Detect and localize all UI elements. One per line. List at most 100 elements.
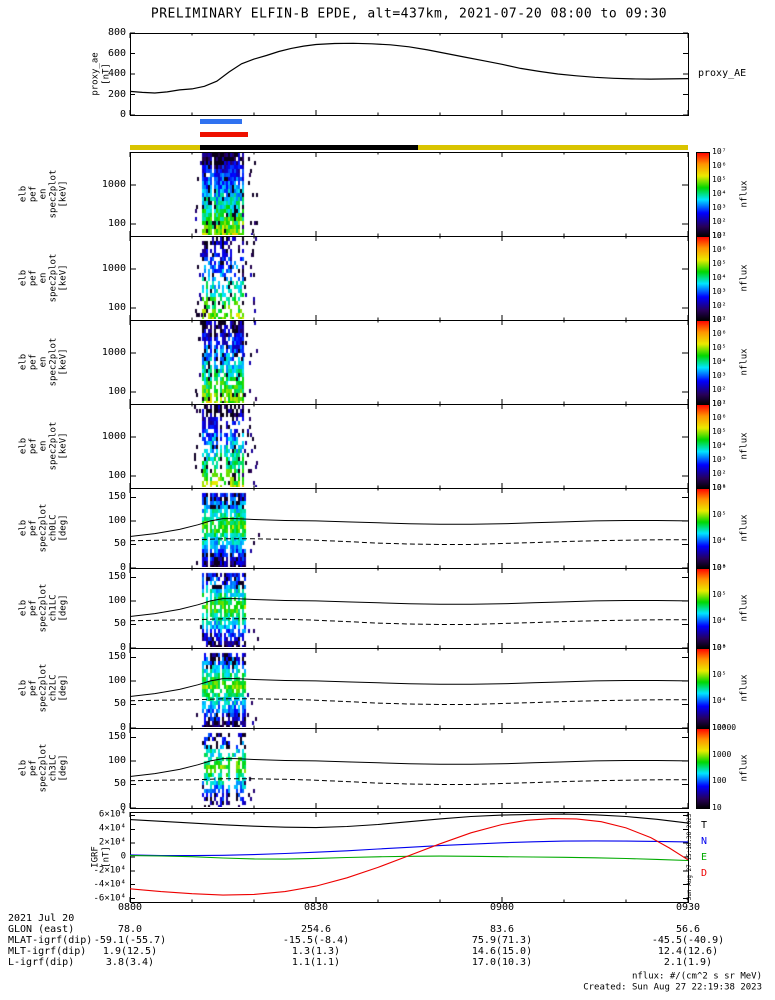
spec-ytick-label: 100 <box>107 302 126 314</box>
pitch-ylabel: spec2plot <box>38 503 49 553</box>
igrf-legend-N: N <box>701 836 708 847</box>
proxy-ytick-label: 800 <box>107 27 126 38</box>
pitch-ylabel: elb <box>18 759 29 777</box>
colorbar-canvas-energy-2 <box>696 236 709 320</box>
table-cell: 56.6 <box>675 924 701 935</box>
pitch-ylabel: [deg] <box>58 594 69 622</box>
x-axis-date-label: 2021 Jul 20 <box>8 913 75 924</box>
table-cell: -59.1(-55.7) <box>93 935 167 946</box>
spec-ylabel: elb <box>18 269 29 287</box>
pitch-ylabel: pef <box>28 679 39 697</box>
igrf-ytick-label: -4×10⁴ <box>93 879 126 890</box>
colorbar-axis-label: nflux <box>739 514 750 542</box>
igrf-ytick-label: 2×10⁴ <box>98 837 126 848</box>
pitch-ytick-label: 150 <box>107 491 126 503</box>
table-cell: 3.8(3.4) <box>105 957 155 968</box>
spec-ytick-label: 100 <box>107 470 126 482</box>
proxy-ytick-label: 400 <box>107 68 126 79</box>
colorbar-tick-label: 10⁵ <box>712 259 727 268</box>
colorbar-canvas-energy-1 <box>696 152 709 236</box>
igrf-legend-E: E <box>701 852 708 863</box>
igrf-ytick-label: 4×10⁴ <box>98 823 126 834</box>
pitch-ylabel: pef <box>28 599 39 617</box>
colorbar-tick-label: 10² <box>712 217 727 226</box>
proxy-ae-series-label: proxy_AE <box>698 68 747 79</box>
colorbar-tick-label: 10⁴ <box>712 696 727 706</box>
colorbar-tick-label: 10⁷ <box>712 231 727 240</box>
pitch-ytick-label: 50 <box>113 698 126 710</box>
table-cell: 1.9(12.5) <box>102 946 158 957</box>
colorbar-axis-label: nflux <box>739 264 750 292</box>
spec-ytick-label: 1000 <box>101 179 126 191</box>
colorbar-tick-label: 10³ <box>712 371 727 380</box>
igrf-ytick-label: -2×10⁴ <box>93 865 126 876</box>
spec-ytick-label: 1000 <box>101 347 126 359</box>
spec-ylabel: en <box>38 272 49 284</box>
colorbar-canvas-energy-4 <box>696 404 709 488</box>
igrf-ylabel: [nT] <box>101 846 112 868</box>
x-tick-label: 0800 <box>117 902 143 913</box>
pitch-ytick-label: 150 <box>107 571 126 583</box>
colorbar-tick-label: 10⁶ <box>712 245 727 254</box>
colorbar-tick-label: 10000 <box>712 723 737 732</box>
colorbar-axis-label: nflux <box>739 348 750 376</box>
spec-ylabel: elb <box>18 437 29 455</box>
colorbar-tick-label: 10¹ <box>712 231 727 240</box>
nflux-units-note: nflux: #/(cm^2 s sr MeV) <box>631 971 762 982</box>
proxy-ylabel: [nT] <box>101 63 112 85</box>
pitch-ytick-label: 150 <box>107 651 126 663</box>
spec-ylabel: spec2plot <box>48 253 59 303</box>
science-zone-bar-red <box>200 132 248 137</box>
pitch-ylabel: ch3LC <box>48 754 59 782</box>
pitch-ylabel: ch0LC <box>48 514 59 542</box>
colorbar-axis-label: nflux <box>739 594 750 622</box>
pitch-ytick-label: 50 <box>113 538 126 550</box>
spec-ylabel: elb <box>18 353 29 371</box>
pitch-ytick-label: 100 <box>107 514 126 526</box>
colorbar-canvas-energy-3 <box>696 320 709 404</box>
colorbar-tick-label: 10³ <box>712 287 727 296</box>
pitch-ytick-label: 100 <box>107 754 126 766</box>
proxy-ylabel: proxy_ae <box>90 52 101 96</box>
pitch-ylabel: ch2LC <box>48 674 59 702</box>
colorbar-tick-label: 10⁷ <box>712 315 727 324</box>
spec-ylabel: spec2plot <box>48 169 59 219</box>
spec-ytick-label: 100 <box>107 218 126 230</box>
x-tick-label: 0830 <box>303 902 329 913</box>
pitch-ytick-label: 0 <box>119 802 126 813</box>
pitch-ylabel: pef <box>28 519 39 537</box>
proxy-ytick-label: 200 <box>107 88 126 100</box>
spec-ylabel: [keV] <box>58 432 69 460</box>
colorbar-tick-label: 10⁶ <box>712 413 727 422</box>
colorbar-tick-label: 10⁴ <box>712 189 727 198</box>
colorbar-tick-label: 10 <box>712 803 722 812</box>
colorbar-tick-label: 10⁶ <box>712 161 727 170</box>
pitch-ylabel: spec2plot <box>38 663 49 713</box>
spec-ylabel: pef <box>28 353 39 371</box>
colorbar-tick-label: 10⁷ <box>712 147 727 156</box>
pitch-ytick-label: 0 <box>119 642 126 653</box>
table-cell: 2.1(1.9) <box>663 957 713 968</box>
colorbar-canvas-pitch-2 <box>696 648 709 728</box>
created-timestamp: Created: Sun Aug 27 22:19:38 2023 <box>583 982 762 993</box>
pitch-ylabel: spec2plot <box>38 743 49 793</box>
colorbar-tick-label: 10⁶ <box>712 563 727 572</box>
table-cell: 12.4(12.6) <box>657 946 719 957</box>
colorbar-tick-label: 10⁵ <box>712 343 727 352</box>
colorbar-tick-label: 10⁴ <box>712 616 727 626</box>
spec-ylabel: en <box>38 188 49 200</box>
colorbar-tick-label: 10⁶ <box>712 643 727 652</box>
pitch-ytick-label: 0 <box>119 722 126 733</box>
plot-title: PRELIMINARY ELFIN-B EPDE, alt=437km, 202… <box>150 6 668 22</box>
proxy-ytick-label: 600 <box>107 47 126 59</box>
colorbar-tick-label: 10¹ <box>712 399 727 408</box>
spec-ylabel: [keV] <box>58 180 69 208</box>
colorbar-tick-label: 10⁷ <box>712 399 727 408</box>
colorbar-tick-label: 10² <box>712 385 727 394</box>
table-cell: 1.3(1.3) <box>291 946 341 957</box>
spec-ylabel: en <box>38 356 49 368</box>
position-bar-black <box>200 145 419 150</box>
igrf-ytick-label: -6×10⁴ <box>93 893 126 904</box>
table-cell: 83.6 <box>489 924 515 935</box>
colorbar-axis-label: nflux <box>739 432 750 460</box>
